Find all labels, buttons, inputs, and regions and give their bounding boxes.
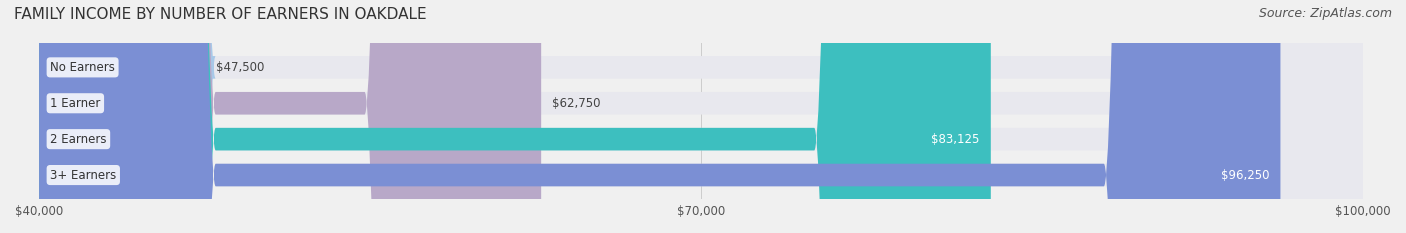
Text: No Earners: No Earners [51,61,115,74]
Text: 1 Earner: 1 Earner [51,97,101,110]
FancyBboxPatch shape [28,0,215,233]
FancyBboxPatch shape [39,0,1364,233]
Text: Source: ZipAtlas.com: Source: ZipAtlas.com [1258,7,1392,20]
Text: $62,750: $62,750 [553,97,600,110]
FancyBboxPatch shape [39,0,1364,233]
Text: 3+ Earners: 3+ Earners [51,168,117,182]
FancyBboxPatch shape [39,0,991,233]
FancyBboxPatch shape [39,0,1364,233]
Text: $47,500: $47,500 [215,61,264,74]
Text: FAMILY INCOME BY NUMBER OF EARNERS IN OAKDALE: FAMILY INCOME BY NUMBER OF EARNERS IN OA… [14,7,426,22]
Text: $83,125: $83,125 [931,133,980,146]
FancyBboxPatch shape [39,0,1364,233]
FancyBboxPatch shape [39,0,1281,233]
Text: $96,250: $96,250 [1220,168,1270,182]
Text: 2 Earners: 2 Earners [51,133,107,146]
FancyBboxPatch shape [39,0,541,233]
